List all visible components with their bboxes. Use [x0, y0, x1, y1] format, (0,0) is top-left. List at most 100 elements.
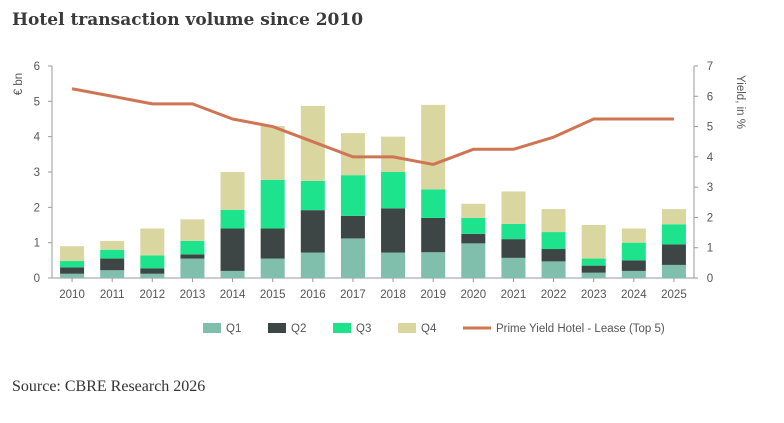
bar-q3-2023: [581, 258, 606, 266]
bar-q1-2011: [100, 270, 125, 278]
bar-q2-2023: [581, 265, 606, 273]
bar-q3-2020: [461, 217, 486, 234]
bar-q3-2025: [661, 224, 686, 245]
x-tick-label: 2025: [661, 289, 687, 301]
y-tick-label-left: 5: [34, 96, 40, 108]
bar-q3-2012: [140, 255, 165, 269]
bar-q1-2020: [461, 243, 486, 278]
y-tick-label-right: 2: [707, 212, 713, 224]
bar-q3-2017: [340, 175, 365, 216]
chart-legend: Q1 Q2 Q3 Q4 Prime Yield Hotel - Lease (Top 5…: [203, 323, 665, 335]
x-tick-label: 2010: [59, 289, 85, 301]
y-tick-label-right: 4: [707, 152, 714, 164]
legend-swatch-q4: [398, 323, 416, 333]
x-tick-label: 2024: [621, 289, 647, 301]
y-tick-label-left: 1: [34, 238, 40, 250]
bar-q4-2022: [541, 209, 566, 233]
bar-q1-2018: [381, 252, 406, 278]
y-tick-label-left: 0: [34, 273, 40, 285]
x-tick-label: 2018: [380, 289, 406, 301]
source-note: Source: CBRE Research 2026: [12, 378, 206, 395]
y-tick-label-right: 0: [707, 273, 713, 285]
x-tick-label: 2012: [140, 289, 166, 301]
legend-swatch-q1: [203, 323, 221, 333]
bar-q3-2022: [541, 232, 566, 250]
x-tick-label: 2011: [100, 289, 125, 301]
bar-q2-2022: [541, 249, 566, 262]
y-tick-label-right: 6: [707, 91, 713, 103]
y-axis-title-right: Yield, in %: [734, 75, 746, 129]
bar-q4-2019: [421, 104, 446, 190]
bar-q1-2021: [501, 257, 526, 278]
bar-q1-2013: [180, 258, 205, 278]
y-axis-title-left: € bn: [13, 73, 25, 95]
chart-title: Hotel transaction volume since 2010: [12, 10, 364, 30]
bar-q3-2010: [60, 261, 85, 268]
bar-q1-2014: [220, 270, 245, 278]
bar-q2-2017: [340, 215, 365, 239]
x-tick-label: 2020: [461, 289, 487, 301]
bar-q3-2014: [220, 209, 245, 229]
bar-q1-2012: [140, 273, 165, 278]
bar-q2-2013: [180, 254, 205, 259]
y-tick-label-right: 7: [707, 61, 713, 73]
legend-label-q2: Q2: [291, 323, 306, 335]
bar-q2-2010: [60, 267, 85, 274]
x-tick-label: 2017: [340, 289, 366, 301]
bar-q4-2015: [260, 126, 285, 180]
bar-q3-2019: [421, 189, 446, 218]
bar-q4-2012: [140, 228, 165, 256]
bar-q1-2016: [300, 252, 325, 278]
bar-q3-2015: [260, 179, 285, 229]
bar-q3-2021: [501, 223, 526, 240]
bar-q3-2024: [621, 242, 646, 261]
bar-q4-2014: [220, 172, 245, 210]
bar-q1-2023: [581, 272, 606, 278]
bar-q1-2022: [541, 261, 566, 278]
x-tick-label: 2013: [180, 289, 206, 301]
bar-q2-2015: [260, 228, 285, 259]
chart-bars: [60, 104, 686, 278]
bar-q4-2020: [461, 203, 486, 218]
bar-q4-2010: [60, 246, 85, 262]
y-tick-label-right: 3: [707, 182, 713, 194]
bar-q2-2025: [661, 244, 686, 265]
bar-q4-2011: [100, 240, 125, 250]
bar-q1-2017: [340, 238, 365, 278]
legend-label-q3: Q3: [356, 323, 371, 335]
x-tick-label: 2019: [420, 289, 446, 301]
y-tick-label-left: 6: [34, 61, 40, 73]
bar-q2-2011: [100, 258, 125, 271]
legend-label-q1: Q1: [226, 323, 241, 335]
x-tick-label: 2015: [260, 289, 286, 301]
bar-q3-2013: [180, 240, 205, 255]
y-tick-label-right: 5: [707, 122, 713, 134]
x-tick-label: 2021: [501, 289, 527, 301]
bar-q4-2023: [581, 225, 606, 259]
line-prime-yield: [71, 87, 674, 166]
x-tick-label: 2016: [300, 289, 326, 301]
bar-q1-2019: [421, 252, 446, 278]
bar-q4-2013: [180, 219, 205, 241]
bar-q3-2016: [300, 180, 325, 211]
bar-q2-2018: [381, 208, 406, 253]
chart-yield-line: [71, 87, 674, 166]
bar-q1-2010: [60, 273, 85, 278]
bar-q2-2014: [220, 228, 245, 271]
bar-q1-2015: [260, 258, 285, 278]
legend-swatch-q2: [268, 323, 286, 333]
bar-q2-2024: [621, 260, 646, 271]
y-tick-label-right: 1: [707, 243, 713, 255]
bar-q4-2021: [501, 191, 526, 224]
y-tick-label-left: 3: [34, 167, 40, 179]
bar-q2-2016: [300, 210, 325, 253]
bar-q2-2019: [421, 217, 446, 253]
bar-q2-2012: [140, 268, 165, 274]
bar-q4-2024: [621, 228, 646, 243]
y-tick-label-left: 4: [34, 132, 41, 144]
bar-q3-2018: [381, 172, 406, 209]
bar-q4-2025: [661, 209, 686, 225]
legend-swatch-q3: [333, 323, 351, 333]
y-tick-label-left: 2: [34, 202, 40, 214]
